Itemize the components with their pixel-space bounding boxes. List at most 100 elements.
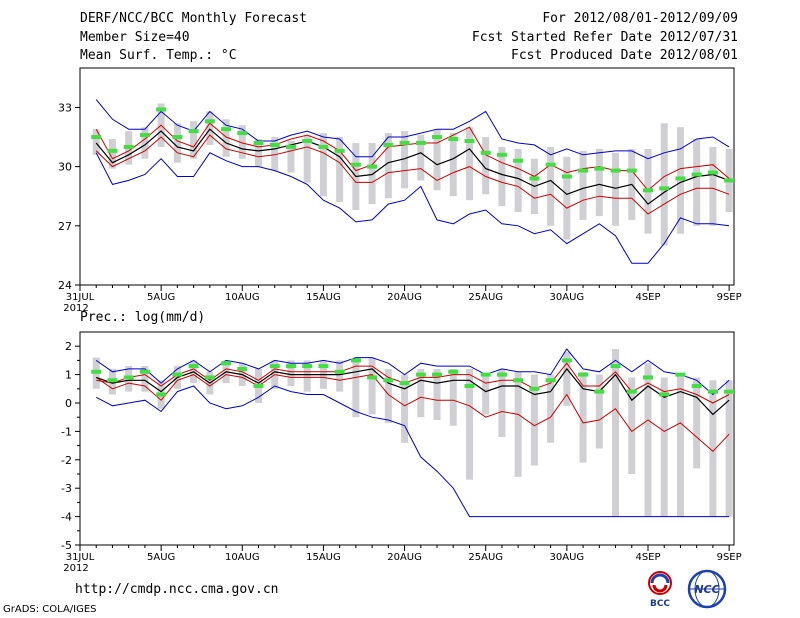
prec-climate-marker — [253, 383, 264, 388]
temp-spread-box — [401, 131, 409, 189]
temp-spread-box — [141, 127, 149, 159]
temp-spread-box — [498, 146, 506, 207]
prec-climate-marker — [561, 358, 572, 363]
precip-panel-title: Prec.: log(mm/d) — [80, 310, 206, 325]
prec-y-tick-label: -4 — [61, 511, 72, 524]
temp-climate-marker — [659, 186, 670, 191]
temp-spread-box — [433, 129, 441, 191]
prec-climate-marker — [399, 381, 410, 386]
prec-climate-marker — [302, 364, 313, 369]
prec-spread-box — [693, 377, 701, 469]
temp-spread-box — [222, 119, 230, 157]
prec-climate-marker — [724, 389, 735, 394]
forecast-started: Fcst Started Refer Date 2012/07/31 — [471, 30, 738, 45]
temp-climate-marker — [496, 152, 507, 157]
prec-climate-marker — [545, 378, 556, 383]
prec-spread-box — [433, 368, 441, 421]
prec-max-line — [95, 348, 730, 396]
temp-climate-marker — [221, 127, 232, 132]
prec-y-tick-label: -2 — [61, 454, 72, 467]
temp-climate-marker — [513, 158, 524, 163]
prec-spread-box — [401, 374, 409, 443]
prec-climate-marker — [269, 364, 280, 369]
temp-spread-box — [417, 135, 425, 181]
temp-x-tick-label: 30AUG — [550, 292, 585, 303]
temp-climate-marker — [610, 168, 621, 173]
temp-climate-marker — [578, 168, 589, 173]
temp-spread-box — [482, 137, 490, 195]
prec-upper-line — [96, 362, 730, 404]
prec-x-tick-label: 25AUG — [468, 552, 503, 563]
temp-climate-marker — [253, 140, 264, 145]
temp-x-tick-label: 25AUG — [468, 292, 503, 303]
temp-climate-marker — [480, 150, 491, 155]
variable-label: Mean Surf. Temp.: °C — [80, 48, 237, 63]
prec-spread-box — [660, 377, 668, 517]
prec-spread-box — [547, 374, 555, 443]
temp-climate-marker — [318, 144, 329, 149]
temp-climate-marker — [302, 138, 313, 143]
prec-spread-box — [563, 351, 571, 406]
temp-x-year-label: 2012 — [63, 303, 88, 314]
prec-climate-marker — [221, 361, 232, 366]
prec-climate-marker — [107, 378, 118, 383]
prec-spread-box — [595, 374, 603, 449]
temp-climate-marker — [724, 178, 735, 183]
temp-climate-marker — [642, 188, 653, 193]
source-url[interactable]: http://cmdp.ncc.cma.gov.cn — [75, 582, 279, 597]
prec-climate-marker — [448, 369, 459, 374]
temp-spread-box — [190, 121, 198, 159]
prec-plot-frame — [79, 331, 735, 546]
prec-climate-marker — [707, 389, 718, 394]
ncc-logo-text: NCC — [694, 583, 719, 596]
prec-climate-marker — [610, 364, 621, 369]
temp-climate-marker — [626, 168, 637, 173]
temp-spread-box — [709, 146, 717, 226]
prec-x-tick-label: 5AUG — [147, 552, 175, 563]
prec-climate-marker — [188, 364, 199, 369]
prec-spread-box — [368, 357, 376, 415]
prec-climate-marker — [578, 372, 589, 377]
temp-y-tick-label: 33 — [58, 101, 72, 114]
temp-spread-box — [287, 140, 295, 173]
temp-climate-marker — [237, 131, 248, 136]
temp-spread-box — [271, 137, 279, 171]
prec-spread-box — [417, 368, 425, 418]
temp-climate-marker — [432, 135, 443, 140]
prec-lower-line — [95, 374, 730, 452]
temp-climate-marker — [594, 166, 605, 171]
temp-climate-marker — [139, 133, 150, 138]
temp-climate-marker — [448, 137, 459, 142]
temp-climate-marker — [415, 140, 426, 145]
prec-climate-marker — [480, 372, 491, 377]
temp-spread-box — [173, 123, 181, 163]
temp-y-tick-label: 27 — [58, 220, 72, 233]
prec-y-tick-label: -1 — [61, 425, 72, 438]
prec-spread-box — [336, 360, 344, 392]
prec-climate-marker — [415, 372, 426, 377]
prec-spread-box — [384, 368, 392, 423]
temp-spread-box — [206, 111, 214, 145]
prec-spread-box — [141, 366, 149, 392]
prec-climate-marker — [237, 366, 248, 371]
prec-y-tick-label: -5 — [61, 539, 72, 552]
prec-spread-box — [514, 371, 522, 477]
bcc-logo-text: BCC — [650, 599, 670, 609]
temp-climate-marker — [707, 170, 718, 175]
temp-mean-line — [95, 128, 730, 205]
forecast-produced: Fcst Produced Date 2012/08/01 — [511, 48, 738, 63]
prec-climate-marker — [172, 372, 183, 377]
prec-spread-box — [303, 360, 311, 392]
temp-climate-marker — [188, 129, 199, 134]
prec-climate-marker — [594, 389, 605, 394]
temp-climate-marker — [91, 135, 102, 140]
temp-spread-box — [368, 142, 376, 205]
temp-climate-marker — [691, 172, 702, 177]
temp-x-tick-label: 5AUG — [147, 292, 175, 303]
prec-spread-box — [628, 377, 636, 474]
temp-x-tick-label: 10AUG — [225, 292, 260, 303]
temp-spread-box — [238, 125, 246, 159]
prec-climate-marker — [285, 364, 296, 369]
prec-climate-marker — [496, 372, 507, 377]
temp-y-tick-label: 30 — [58, 161, 72, 174]
